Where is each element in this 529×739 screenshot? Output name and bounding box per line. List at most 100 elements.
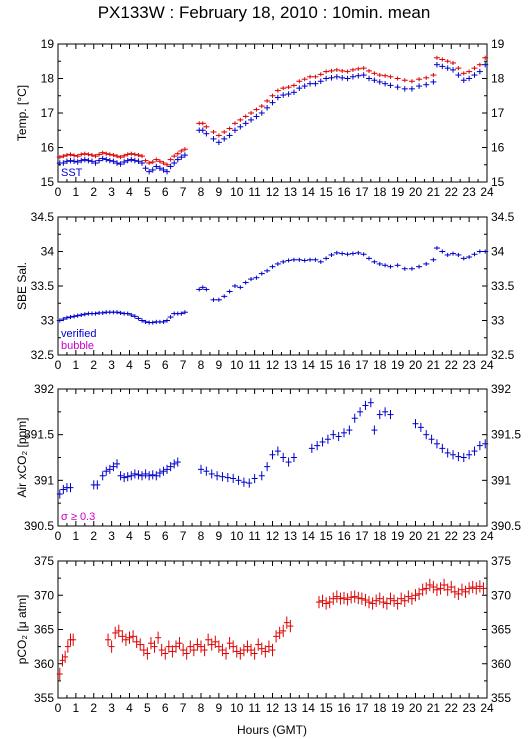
x-tick-label: 8 (198, 701, 205, 715)
x-tick-label: 22 (445, 185, 459, 199)
x-tick-label: 3 (108, 701, 115, 715)
y-tick-label-right: 391.5 (491, 428, 521, 442)
y-tick-label-left: 370 (34, 588, 54, 602)
x-tick-label: 9 (216, 358, 223, 372)
x-tick-label: 21 (427, 701, 441, 715)
x-tick-label: 19 (391, 701, 405, 715)
x-tick-label: 10 (230, 701, 244, 715)
x-tick-label: 7 (180, 701, 187, 715)
x-tick-label: 18 (373, 701, 387, 715)
x-tick-label: 6 (162, 358, 169, 372)
x-tick-label: 10 (230, 185, 244, 199)
legend-entry: σ ≥ 0.3 (61, 511, 95, 523)
x-tick-label: 9 (216, 701, 223, 715)
x-tick-label: 11 (248, 185, 261, 199)
y-tick-label-left: 355 (34, 691, 54, 705)
chart-panels: 0 1 2 3 4 5 6 7 8 9 10 11 12 13 14 15 16 17 18 19 20 21 22 23 24… (15, 37, 521, 715)
x-tick-label: 0 (55, 529, 62, 543)
x-tick-label: 21 (427, 529, 441, 543)
plot-frame (57, 216, 488, 356)
x-tick-label: 7 (180, 529, 187, 543)
series-1 (56, 398, 489, 499)
x-tick-label: 13 (284, 185, 298, 199)
y-tick-label-right: 18 (491, 72, 505, 86)
series-1 (56, 578, 487, 681)
x-tick-label: 12 (266, 529, 280, 543)
x-tick-label: 19 (391, 358, 405, 372)
x-tick-label: 24 (480, 529, 494, 543)
x-tick-label: 11 (248, 701, 261, 715)
y-tick-label-right: 16 (491, 141, 505, 155)
y-tick-label-left: 375 (34, 554, 54, 568)
x-tick-label: 9 (216, 529, 223, 543)
x-tick-label: 0 (55, 185, 62, 199)
y-tick-label-right: 19 (491, 37, 505, 51)
y-tick-label-left: 391 (34, 473, 54, 487)
y-tick-label-left: 33 (41, 314, 55, 328)
y-tick-label-right: 33.5 (491, 279, 515, 293)
x-tick-label: 16 (337, 185, 351, 199)
x-tick-label: 24 (480, 185, 494, 199)
x-tick-label: 15 (319, 358, 333, 372)
chart-title: PX133W : February 18, 2010 : 10min. mean (98, 3, 431, 22)
y-tick-label-right: 392 (491, 382, 511, 396)
x-tick-label: 15 (319, 529, 333, 543)
y-tick-label-left: 17 (41, 106, 55, 120)
x-tick-label: 21 (427, 358, 441, 372)
plot-frame (57, 43, 488, 183)
x-tick-label: 3 (108, 358, 115, 372)
x-tick-label: 15 (319, 185, 333, 199)
x-tick-label: 17 (355, 529, 369, 543)
y-tick-label-left: 34.5 (31, 210, 55, 224)
x-tick-label: 13 (284, 358, 298, 372)
x-tick-label: 8 (198, 185, 205, 199)
x-tick-label: 11 (248, 529, 261, 543)
x-tick-label: 22 (445, 358, 459, 372)
x-tick-label: 8 (198, 529, 205, 543)
y-tick-label-left: 390.5 (24, 519, 54, 533)
x-tick-label: 4 (126, 185, 133, 199)
y-tick-label-right: 390.5 (491, 519, 521, 533)
x-tick-label: 15 (319, 701, 333, 715)
x-tick-label: 14 (302, 529, 316, 543)
x-tick-label: 6 (162, 701, 169, 715)
y-tick-label-right: 375 (491, 554, 511, 568)
x-tick-label: 12 (266, 701, 280, 715)
panel-2: 0 1 2 3 4 5 6 7 8 9 10 11 12 13 14 15 16 17 18 19 20 21 22 23 24… (15, 210, 515, 372)
x-tick-label: 5 (144, 358, 151, 372)
legend-entry: verified (61, 328, 96, 340)
x-tick-label: 10 (230, 358, 244, 372)
x-tick-label: 20 (409, 185, 423, 199)
x-tick-label: 23 (462, 185, 476, 199)
x-tick-label: 2 (90, 185, 97, 199)
x-tick-label: 4 (126, 358, 133, 372)
series-1 (56, 245, 489, 325)
x-tick-label: 13 (284, 529, 298, 543)
y-tick-label-right: 32.5 (491, 348, 515, 362)
x-tick-label: 17 (355, 185, 369, 199)
y-tick-label-left: 360 (34, 657, 54, 671)
x-tick-label: 4 (126, 701, 133, 715)
x-tick-label: 14 (302, 701, 316, 715)
x-tick-label: 23 (462, 358, 476, 372)
y-tick-label-left: 34 (41, 245, 55, 259)
x-tick-label: 17 (355, 358, 369, 372)
x-tick-label: 5 (144, 185, 151, 199)
x-tick-label: 9 (216, 185, 223, 199)
x-tick-label: 1 (73, 185, 80, 199)
x-tick-label: 16 (337, 529, 351, 543)
x-tick-label: 11 (248, 358, 261, 372)
legend-entry: bubble (61, 340, 94, 352)
x-tick-label: 20 (409, 701, 423, 715)
y-tick-label-right: 34 (491, 245, 505, 259)
x-tick-label: 20 (409, 529, 423, 543)
plot-frame (57, 560, 488, 699)
y-tick-label-left: 19 (41, 37, 55, 51)
x-tick-label: 6 (162, 529, 169, 543)
y-tick-label-left: 391.5 (24, 428, 54, 442)
x-tick-label: 16 (337, 701, 351, 715)
y-tick-label-left: 392 (34, 382, 54, 396)
panel-4: 0 1 2 3 4 5 6 7 8 9 10 11 12 13 14 15 16 17 18 19 20 21 22 23 24… (15, 554, 511, 715)
x-tick-label: 24 (480, 358, 494, 372)
y-tick-label-right: 33 (491, 314, 505, 328)
